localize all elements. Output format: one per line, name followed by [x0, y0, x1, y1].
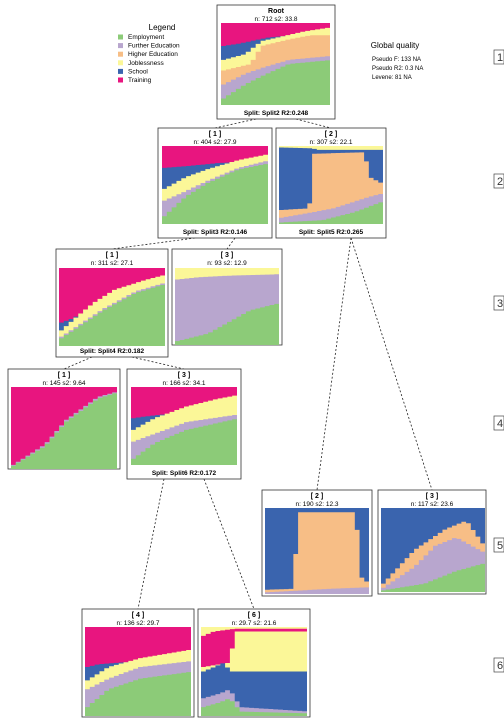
legend-item-label: Joblessness — [128, 60, 165, 67]
level-marker-box — [493, 295, 504, 311]
tree-edge — [226, 237, 236, 250]
tree-edge — [111, 237, 196, 250]
node-split-label: Split: Split2 R2:0.248 — [244, 110, 309, 117]
level-marker-box — [493, 537, 504, 553]
node-title: [ 3 ] — [178, 372, 190, 379]
sequence-band — [85, 671, 191, 716]
tree-edge — [350, 237, 433, 491]
tree-node: [ 6 ]n: 29.7 s2: 21.6 — [197, 608, 311, 718]
legend-swatch — [118, 77, 123, 83]
sequence-band — [11, 391, 117, 469]
legend-item-label: Employment — [128, 34, 164, 41]
sequence-band — [201, 699, 307, 716]
level-marker-box — [493, 657, 504, 673]
node-stats: n: 311 s2: 27.1 — [91, 260, 134, 267]
node-title: [ 4 ] — [132, 612, 144, 619]
sequence-band — [221, 59, 330, 105]
node-stats: n: 307 s2: 22.1 — [309, 139, 352, 146]
legend-swatch — [118, 51, 123, 57]
legend-swatch — [118, 60, 123, 66]
node-stats: n: 166 s2: 34.1 — [162, 380, 205, 387]
tree-edge — [316, 237, 352, 491]
level-marker-label: 2 — [497, 176, 503, 188]
node-stats: n: 712 s2: 33.8 — [254, 16, 297, 23]
node-stats: n: 29.7 s2: 21.6 — [232, 620, 277, 627]
tree-node: [ 1 ]n: 145 s2: 9.64 — [7, 368, 121, 470]
node-title: [ 3 ] — [426, 493, 438, 500]
global-quality-title: Global quality — [371, 41, 419, 50]
sequence-band — [265, 512, 369, 594]
tree-node: [ 1 ]n: 311 s2: 27.1 Split: Split4 R2:0.1… — [55, 248, 169, 358]
legend: Legend Employment Further EducationHigher… — [118, 23, 180, 84]
node-title: [ 1 ] — [58, 372, 70, 379]
level-marker-box — [493, 415, 504, 431]
tree-edges — [63, 118, 433, 610]
legend-title: Legend — [149, 23, 176, 32]
level-marker-box — [493, 173, 504, 189]
sequence-band — [265, 587, 369, 594]
legend-swatch — [118, 68, 123, 74]
sequence-band — [162, 163, 268, 224]
tree-edge — [63, 356, 93, 370]
tree-node: [ 3 ]n: 93 s2: 12.9 — [171, 248, 283, 346]
node-split-label: Split: Split4 R2:0.182 — [80, 348, 145, 355]
node-stats: n: 117 s2: 23.6 — [411, 501, 454, 508]
level-marker-label: 4 — [497, 418, 503, 430]
tree-edge — [295, 118, 332, 129]
tree-node: [ 2 ]n: 307 s2: 22.1 Split: Split5 R2:0.2… — [275, 127, 387, 239]
node-stats: n: 145 s2: 9.64 — [42, 380, 85, 387]
sequence-band — [279, 200, 383, 224]
tree-node: [ 1 ]n: 404 s2: 27.9 Split: Split3 R2:0.1… — [157, 127, 273, 239]
node-split-label: Split: Split3 R2:0.146 — [183, 229, 248, 236]
level-marker-label: 1 — [497, 52, 503, 64]
node-stats: n: 404 s2: 27.9 — [193, 139, 236, 146]
node-title: [ 3 ] — [221, 252, 233, 259]
legend-item-label: Higher Education — [128, 51, 178, 58]
node-stats: n: 136 s2: 29.7 — [116, 620, 159, 627]
node-title: [ 2 ] — [311, 493, 323, 500]
tree-node: [ 4 ]n: 136 s2: 29.7 — [81, 608, 195, 718]
node-split-label: Split: Split5 R2:0.265 — [299, 229, 364, 236]
global-quality-line-1: Pseudo F: 133 NA — [372, 57, 421, 63]
global-quality-line-3: Levene: 81 NA — [372, 75, 412, 81]
tree-node: [ 2 ]n: 190 s2: 12.3 — [261, 489, 373, 597]
legend-swatch — [118, 43, 123, 49]
level-marker-box — [493, 49, 504, 65]
node-split-label: Split: Split6 R2:0.172 — [152, 470, 217, 477]
legend-item-label: School — [128, 68, 148, 75]
global-quality-line-2: Pseudo R2: 0.3 NA — [372, 66, 423, 72]
level-markers: 1 2 3 4 5 6 — [493, 49, 504, 673]
node-title: Root — [268, 8, 285, 15]
node-stats: n: 93 s2: 12.9 — [207, 260, 247, 267]
level-marker-label: 3 — [497, 298, 503, 310]
tree-node: [ 3 ]n: 166 s2: 34.1 Split: Split6 R2:0.1… — [126, 368, 242, 480]
legend-item-label: Training — [128, 77, 152, 84]
legend-swatch — [118, 34, 123, 40]
tree-edge — [137, 478, 165, 610]
tree-edge — [203, 478, 255, 610]
node-stats: n: 190 s2: 12.3 — [295, 501, 338, 508]
legend-item-label: Further Education — [128, 43, 180, 50]
sequence-band — [59, 283, 165, 346]
node-title: [ 2 ] — [325, 131, 337, 138]
tree-edge — [214, 118, 257, 129]
node-title: [ 6 ] — [248, 612, 260, 619]
tree-node: [ 3 ]n: 117 s2: 23.6 — [377, 489, 487, 595]
sequence-band — [131, 418, 237, 465]
global-quality: Global quality Pseudo F: 133 NA Pseudo R… — [371, 41, 424, 81]
tree-edge — [131, 356, 185, 370]
node-title: [ 1 ] — [106, 252, 118, 259]
level-marker-label: 5 — [497, 540, 503, 552]
level-marker-label: 6 — [497, 660, 503, 672]
sequence-band — [381, 562, 485, 592]
node-title: [ 1 ] — [209, 131, 221, 138]
sequence-band — [175, 302, 279, 345]
